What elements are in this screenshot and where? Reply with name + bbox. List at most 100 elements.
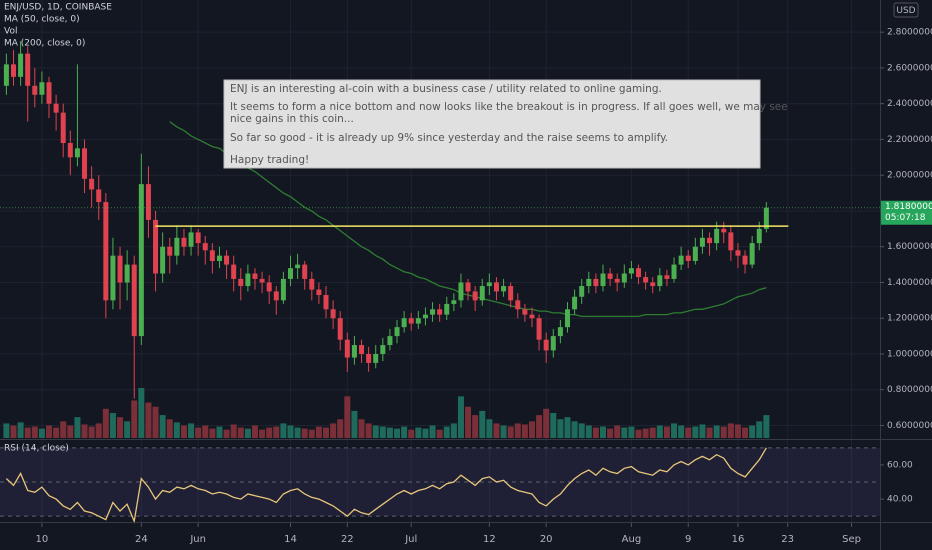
volume-bar — [173, 422, 180, 438]
candle-body — [721, 228, 727, 233]
candle-body — [621, 273, 627, 283]
indicator-label: Vol — [4, 27, 17, 37]
volume-bar — [351, 410, 358, 438]
volume-bar — [415, 427, 422, 438]
y-tick-label: 2.60000000 — [887, 63, 932, 73]
candle-body — [657, 275, 663, 287]
candle-body — [216, 255, 222, 262]
volume-bar — [3, 423, 10, 438]
volume-bar — [763, 415, 770, 438]
candle-body — [373, 353, 379, 363]
volume-bar — [315, 426, 322, 438]
candle-body — [600, 273, 606, 287]
candle-body — [145, 184, 151, 220]
candle-body — [344, 339, 350, 358]
candle-body — [380, 345, 386, 354]
volume-bar — [429, 425, 436, 438]
volume-bar — [53, 427, 60, 438]
candle-body — [671, 264, 677, 279]
volume-bar — [507, 426, 514, 438]
volume-bar — [230, 424, 237, 438]
candle-body — [245, 273, 251, 287]
candle-body — [437, 309, 443, 315]
candle-body — [124, 264, 130, 283]
volume-bar — [152, 406, 159, 438]
volume-bar — [188, 423, 195, 438]
annotation-box — [223, 79, 761, 169]
candle-body — [756, 228, 762, 244]
candle-body — [692, 246, 698, 262]
x-tick-label: 22 — [341, 534, 354, 545]
candle-body — [479, 286, 485, 301]
candle-body — [138, 184, 144, 337]
x-tick-label: Sep — [842, 534, 861, 545]
candle-body — [728, 232, 734, 251]
candle-body — [302, 264, 308, 279]
volume-bar — [528, 421, 535, 438]
candle-body — [18, 53, 24, 77]
rsi-label: RSI (14, close) — [4, 444, 69, 454]
indicator-label: MA (200, close, 0) — [4, 39, 85, 49]
candle-body — [10, 64, 16, 77]
volume-bar — [372, 425, 379, 438]
volume-bar — [379, 426, 386, 438]
candle-body — [351, 345, 357, 358]
candle-body — [337, 318, 343, 340]
volume-bar — [223, 429, 230, 438]
candle-body — [209, 250, 215, 262]
volume-bar — [308, 429, 315, 438]
candle-body — [25, 53, 31, 86]
volume-bar — [493, 423, 500, 438]
candle-body — [74, 148, 80, 158]
volume-bar — [109, 413, 116, 438]
candle-body — [579, 286, 585, 297]
candle-body — [231, 264, 237, 279]
volume-bar — [557, 419, 564, 438]
y-tick-label: 1.40000000 — [887, 278, 932, 288]
candle-body — [131, 264, 137, 337]
volume-bar — [436, 429, 443, 438]
volume-bar — [514, 423, 521, 438]
candle-body — [46, 82, 52, 104]
annotation-line: So far so good - it is already up 9% sin… — [230, 132, 668, 144]
volume-bar — [578, 423, 585, 438]
candle-body — [593, 278, 599, 287]
annotation: ENJ is an interesting al-coin with a bus… — [223, 79, 788, 169]
volume-bar — [663, 426, 670, 438]
volume-bar — [543, 408, 550, 438]
candle-body — [273, 291, 279, 301]
volume-bar — [734, 424, 741, 438]
currency-badge[interactable] — [893, 2, 919, 18]
volume-bar — [749, 425, 756, 438]
volume-bar — [685, 427, 692, 438]
rsi-tick-label: 40.00 — [887, 495, 913, 505]
candle-body — [607, 273, 613, 279]
candle-body — [387, 336, 393, 346]
candle-body — [252, 273, 258, 279]
candle-body — [117, 255, 123, 283]
candle-body — [366, 353, 372, 363]
volume-bar — [46, 425, 53, 438]
volume-bar — [394, 428, 401, 438]
candle-body — [501, 286, 507, 292]
candle-body — [96, 189, 102, 203]
x-tick-label: 24 — [135, 534, 148, 545]
currency-label[interactable]: USD — [896, 6, 915, 16]
candle-body — [735, 250, 741, 256]
candle-body — [664, 275, 670, 279]
candle-body — [543, 339, 549, 351]
volume-bar — [671, 423, 678, 438]
volume-bar — [138, 388, 145, 438]
volume-bar — [251, 425, 258, 438]
volume-bar — [465, 406, 472, 438]
volume-bar — [95, 423, 102, 438]
volume-bar — [450, 423, 457, 438]
volume-bar — [216, 426, 223, 438]
symbol-title: ENJ/USD, 1D, COINBASE — [4, 3, 112, 13]
volume-bar — [692, 426, 699, 438]
candle-body — [515, 300, 521, 310]
volume-bar — [720, 426, 727, 438]
candle-body — [224, 255, 230, 265]
candle-body — [444, 303, 450, 315]
